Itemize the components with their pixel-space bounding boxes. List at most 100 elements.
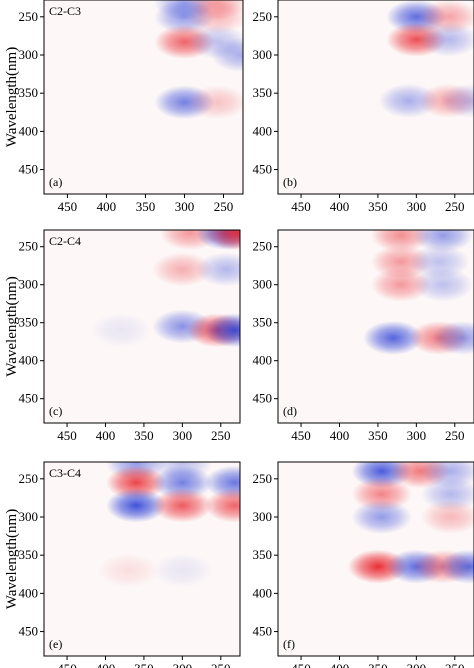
x-tick-label: 350 [368, 428, 388, 443]
x-tick-label: 350 [368, 199, 388, 214]
x-tick-label: 400 [330, 199, 350, 214]
panel-e: 250 300 350 400 450 450 400 350 300 250 C3-C4 (e) Wa… [4, 461, 241, 668]
panel-letter: (a) [49, 175, 62, 189]
y-tick-label: 400 [19, 123, 39, 138]
x-tick-label: 300 [173, 428, 193, 443]
y-tick-label: 450 [19, 162, 39, 177]
panel-a: 250 300 350 400 450 450 400 350 300 250 C2-C3 (a) Wa… [4, 0, 244, 214]
y-tick-label: 350 [253, 85, 273, 100]
heatmap-feature [432, 320, 474, 355]
heatmap-feature [440, 83, 474, 118]
x-tick-label: 450 [58, 199, 78, 214]
x-tick-label: 450 [291, 199, 311, 214]
y-tick-label: 450 [253, 162, 273, 177]
panel-c: 250 300 350 400 450 450 400 350 300 250 C2-C4 (c) Wa… [4, 229, 241, 443]
y-tick-label: 350 [19, 547, 39, 562]
plot-frame [277, 0, 474, 195]
x-tick-label: 250 [211, 661, 231, 668]
y-tick-label: 250 [253, 239, 273, 254]
x-tick-label: 400 [97, 199, 117, 214]
plot-frame [43, 229, 241, 424]
y-tick-label: 350 [253, 315, 273, 330]
panel-f: 250 300 350 400 450 450 400 350 300 250 (f) [253, 461, 474, 668]
y-tick-label: 400 [253, 123, 273, 138]
x-tick-label: 400 [330, 661, 350, 668]
heatmap-feature [204, 488, 240, 523]
heatmap-feature [90, 313, 151, 348]
y-tick-label: 300 [19, 277, 39, 292]
x-tick-label: 350 [134, 428, 154, 443]
y-tick-label: 250 [19, 471, 39, 486]
heatmap-feature [418, 22, 474, 57]
heatmap-feature [196, 252, 240, 287]
x-tick-label: 400 [330, 428, 350, 443]
heatmap-feature [98, 553, 159, 588]
x-tick-label: 350 [368, 661, 388, 668]
y-tick-label: 450 [19, 391, 39, 406]
heatmap-feature [413, 267, 474, 302]
y-axis-label: Wavelength(nm) [4, 47, 20, 147]
x-tick-label: 450 [291, 661, 311, 668]
heatmap-feature [438, 549, 474, 584]
panel-title: C2-C3 [49, 4, 81, 18]
heatmap-feature [187, 85, 243, 120]
x-tick-label: 350 [134, 661, 154, 668]
y-tick-label: 300 [19, 509, 39, 524]
y-tick-label: 250 [19, 9, 39, 24]
x-tick-label: 350 [136, 199, 156, 214]
y-tick-label: 250 [19, 239, 39, 254]
panel-title: C3-C4 [49, 466, 81, 480]
x-tick-label: 300 [407, 199, 427, 214]
x-tick-label: 300 [407, 428, 427, 443]
panel-letter: (f) [283, 637, 295, 651]
panel-d: 250 300 350 400 450 450 400 350 300 250 (d) [253, 229, 474, 443]
y-tick-label: 400 [253, 353, 273, 368]
panel-letter: (d) [283, 404, 297, 418]
x-tick-label: 450 [291, 428, 311, 443]
y-tick-label: 300 [253, 277, 273, 292]
plot-frame [43, 461, 241, 657]
heatmap-feature [187, 0, 243, 34]
heatmap-feature [420, 499, 474, 534]
heatmap-feature [152, 252, 213, 287]
heatmap-feature [152, 488, 213, 523]
y-tick-label: 300 [253, 47, 273, 62]
heatmap-feature [351, 499, 412, 534]
panel-title: C2-C4 [49, 234, 81, 248]
panel-b: 250 300 350 400 450 450 400 350 300 250 (b) [253, 0, 474, 214]
x-tick-label: 400 [96, 661, 116, 668]
y-tick-label: 400 [253, 585, 273, 600]
x-tick-label: 250 [214, 199, 234, 214]
y-tick-label: 450 [253, 624, 273, 639]
x-tick-label: 300 [173, 661, 193, 668]
y-tick-label: 350 [253, 547, 273, 562]
x-tick-label: 450 [57, 428, 77, 443]
heatmap-feature [204, 313, 240, 348]
y-tick-label: 400 [19, 353, 39, 368]
heatmap-feature [206, 230, 240, 251]
x-tick-label: 250 [445, 661, 465, 668]
heatmap-feature [370, 267, 431, 302]
y-tick-label: 350 [19, 85, 39, 100]
y-tick-label: 400 [19, 585, 39, 600]
y-tick-label: 350 [19, 315, 39, 330]
heatmap-feature [210, 37, 243, 72]
heatmap-feature [363, 320, 424, 355]
heatmap-feature [152, 553, 213, 588]
panel-letter: (e) [49, 637, 62, 651]
y-tick-label: 450 [253, 391, 273, 406]
x-tick-label: 450 [57, 661, 77, 668]
y-axis-label: Wavelength(nm) [4, 276, 20, 376]
x-tick-label: 250 [445, 428, 465, 443]
y-axis-label: Wavelength(nm) [4, 509, 20, 609]
heatmap-feature [106, 488, 167, 523]
y-tick-label: 300 [19, 47, 39, 62]
x-tick-label: 250 [445, 199, 465, 214]
x-tick-label: 250 [211, 428, 231, 443]
y-tick-label: 250 [253, 471, 273, 486]
y-tick-label: 300 [253, 509, 273, 524]
plot-frame [43, 0, 244, 195]
plot-frame [277, 229, 474, 424]
panel-letter: (c) [49, 404, 62, 418]
